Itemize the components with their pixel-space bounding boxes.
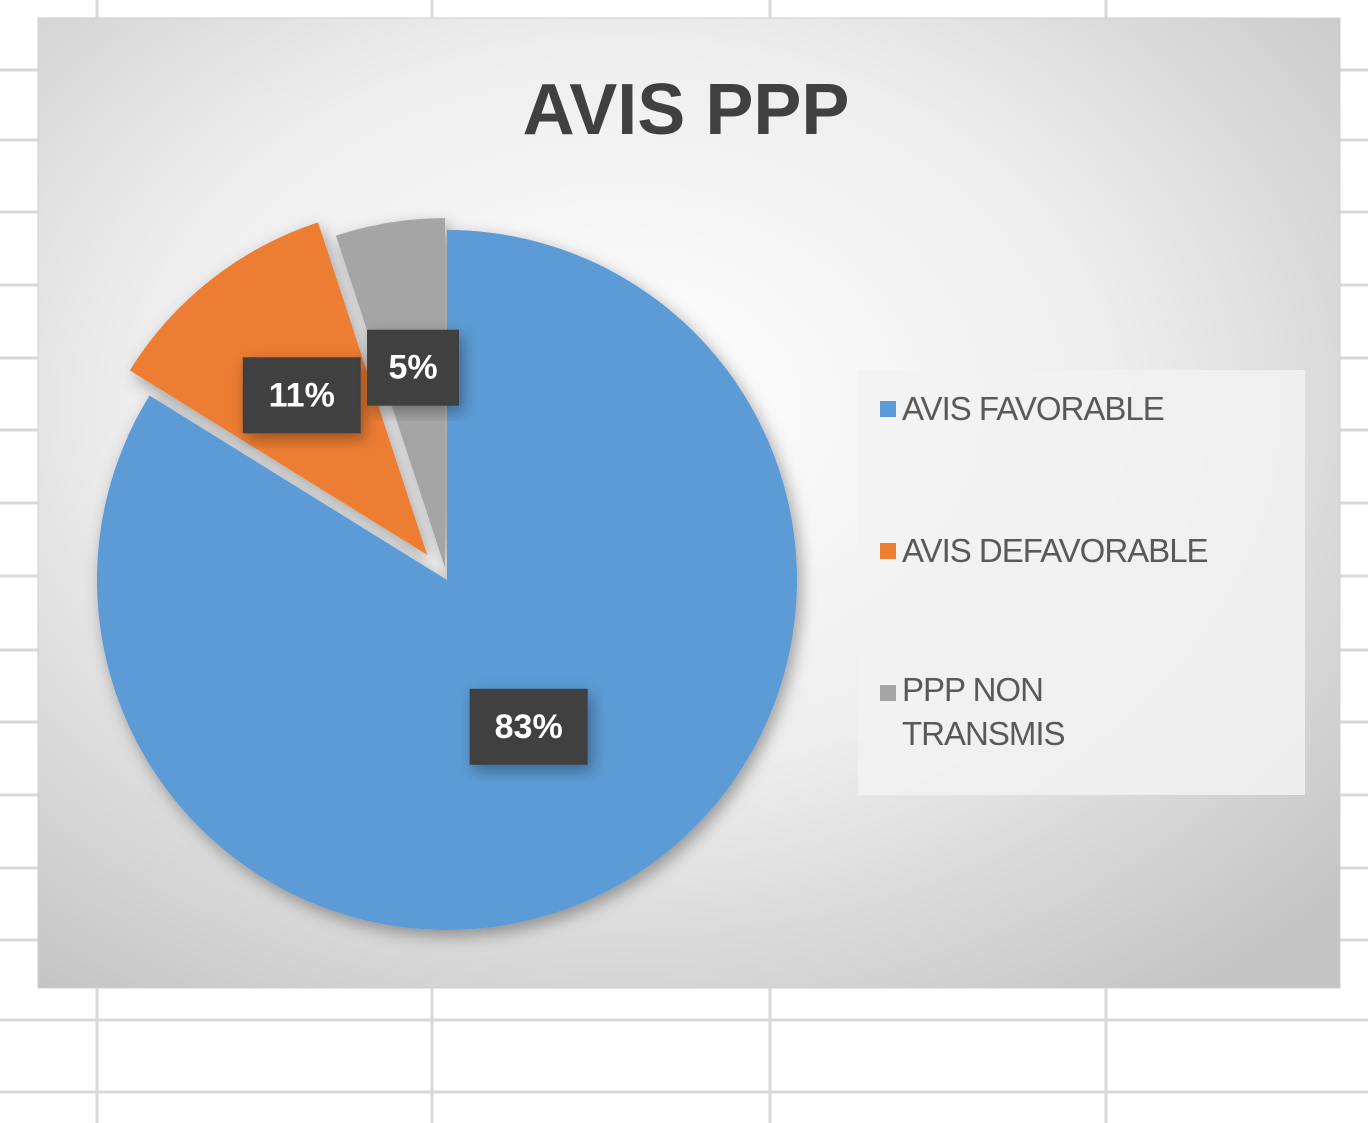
legend-label: AVIS FAVORABLE — [902, 390, 1165, 427]
data-label: 83% — [495, 708, 563, 746]
legend-entry: AVIS FAVORABLE — [880, 390, 1305, 532]
legend-swatch — [880, 543, 896, 559]
legend-swatch — [880, 401, 896, 417]
data-labels: 83% 11% 5% — [242, 329, 588, 765]
legend: AVIS FAVORABLE AVIS DEFAVORABLE PPP NON TR… — [858, 370, 1305, 795]
legend-label: AVIS DEFAVORABLE — [902, 532, 1209, 569]
chart-title: AVIS PPP — [523, 70, 850, 150]
legend-entry: AVIS DEFAVORABLE — [880, 532, 1305, 674]
legend-swatch — [880, 685, 896, 701]
data-label: 11% — [269, 376, 335, 414]
data-label-box — [367, 329, 460, 406]
data-label: 5% — [388, 349, 437, 387]
legend-entry: PPP NON TRANSMIS — [880, 671, 1305, 816]
data-label-box — [242, 357, 361, 434]
pie-slice — [96, 230, 797, 931]
legend-label: PPP NON TRANSMIS — [902, 671, 1066, 752]
data-label-box — [469, 688, 588, 765]
